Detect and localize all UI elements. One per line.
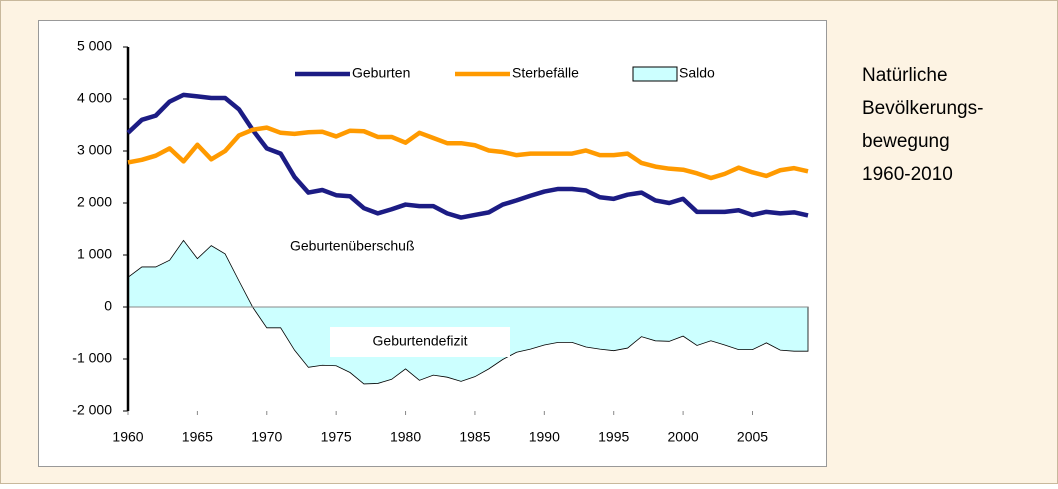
annotation: Geburtenüberschuß [290,238,415,254]
x-tick-label: 1970 [251,429,282,445]
x-tick-label: 2000 [668,429,699,445]
y-tick-label: 4 000 [77,90,112,106]
y-tick-label: -2 000 [72,402,112,418]
line [127,125,809,181]
chart-area [38,20,827,467]
x-tick-label: 1980 [390,429,421,445]
y-tick-label: -1 000 [72,350,112,366]
y-tick-label: 0 [104,298,112,314]
annotation-box [330,327,510,357]
x-tick-label: 1965 [182,429,213,445]
legend-label: Saldo [679,65,715,81]
annotation: Geburtendefizit [373,333,468,349]
y-tick-label: 2 000 [77,194,112,210]
legend-swatch [632,66,678,82]
side-title: Bevölkerungs- [862,98,983,119]
y-tick-label: 3 000 [77,142,112,158]
legend-label: Geburten [352,65,410,81]
line [126,92,809,220]
x-tick-label: 1975 [321,429,352,445]
x-tick-label: 1960 [112,429,143,445]
side-title: Natürliche [862,65,948,86]
side-title: bewegung [862,131,950,152]
legend-label: Sterbefälle [512,65,579,81]
x-tick-label: 1995 [598,429,629,445]
area [127,239,809,385]
x-tick-label: 1985 [459,429,490,445]
x-tick-label: 2005 [737,429,768,445]
y-tick-label: 1 000 [77,246,112,262]
y-tick-label: 5 000 [77,38,112,54]
side-title: 1960-2010 [862,164,953,185]
x-tick-label: 1990 [529,429,560,445]
